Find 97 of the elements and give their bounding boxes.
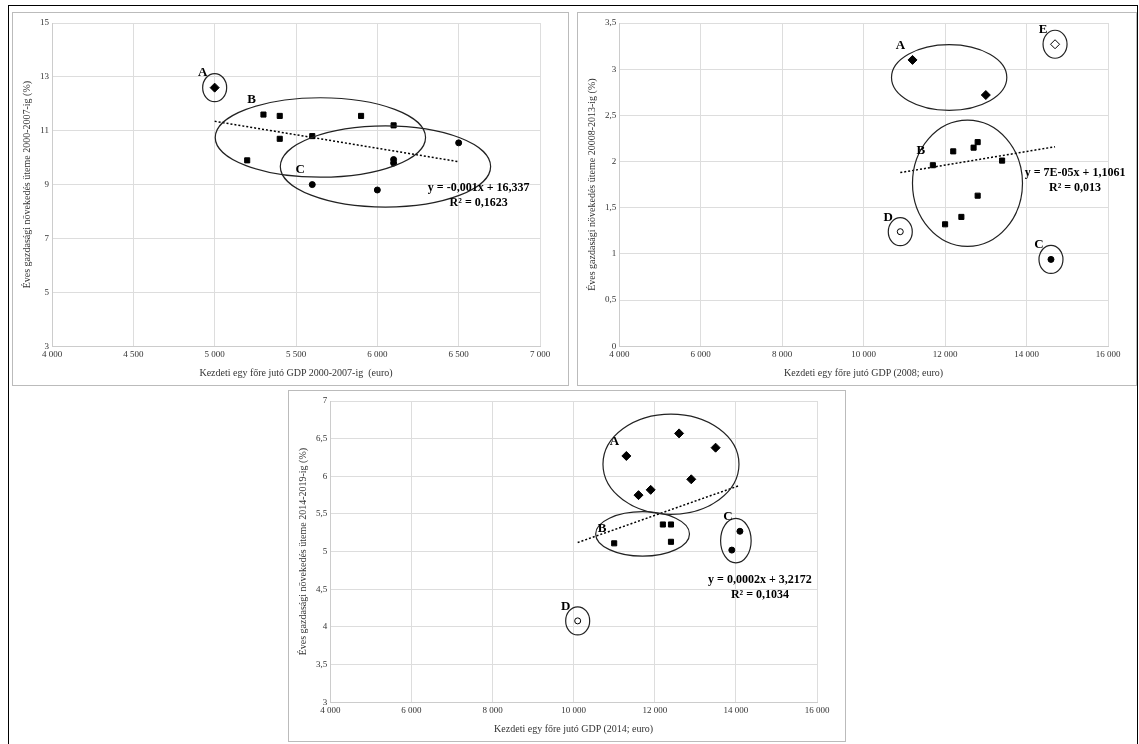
x-tick-label: 14 000	[1014, 348, 1040, 359]
x-tick-label: 16 000	[804, 704, 830, 715]
y-tick-label: 6	[322, 470, 328, 481]
x-tick-label: 8 000	[482, 704, 504, 715]
y-tick-label: 0	[611, 340, 617, 351]
series-label: B	[597, 520, 607, 536]
x-tick-label: 8 000	[772, 348, 793, 359]
x-tick-label: 16 000	[1095, 348, 1121, 359]
y-tick-label: 2	[611, 155, 617, 166]
y-tick-label: 6,5	[316, 433, 328, 444]
x-tick-label: 5 500	[285, 348, 307, 359]
series-label: A	[197, 64, 208, 80]
x-axis-title: Kezdeti egy főre jutó GDP (2008; euro)	[784, 366, 944, 379]
point	[611, 540, 618, 547]
point	[942, 221, 949, 228]
point	[980, 90, 991, 101]
y-tick-label: 3,5	[316, 658, 328, 669]
y-tick-label: 5	[322, 545, 328, 556]
x-tick-label: 4 500	[123, 348, 144, 359]
point	[260, 111, 267, 118]
x-tick-label: 7 000	[529, 348, 551, 359]
series-label: C	[1034, 236, 1044, 252]
x-tick-label: 6 000	[690, 348, 712, 359]
x-tick-label: 6 000	[401, 704, 422, 715]
point	[373, 186, 381, 194]
y-tick-label: 9	[44, 178, 50, 189]
annotation: R² = 0,1623	[449, 194, 508, 209]
point	[308, 181, 316, 189]
y-tick-label: 7	[322, 395, 328, 406]
point	[999, 157, 1006, 164]
x-tick-label: 10 000	[851, 348, 877, 359]
point	[358, 112, 365, 119]
series-label: A	[895, 36, 906, 52]
y-tick-label: 3	[322, 696, 328, 707]
x-axis-title: Kezdeti egy főre jutó GDP (2014; euro)	[494, 722, 654, 735]
y-tick-label: 7	[44, 232, 50, 243]
y-tick-label: 5	[44, 286, 50, 297]
series-label: D	[560, 597, 571, 613]
point	[674, 428, 685, 439]
point	[455, 139, 463, 147]
point	[907, 54, 918, 65]
point	[929, 162, 936, 169]
point	[728, 546, 736, 554]
x-tick-label: 5 000	[204, 348, 226, 359]
y-tick-label: 13	[40, 71, 50, 82]
x-tick-label: 6 000	[367, 348, 388, 359]
point	[667, 521, 675, 528]
x-tick-label: 4 000	[609, 348, 630, 359]
series-label: A	[609, 432, 620, 448]
x-tick-label: 12 000	[642, 704, 668, 715]
annotation: y = 0,0002x + 3,2172	[708, 572, 812, 587]
point	[645, 484, 656, 495]
y-tick-label: 5,5	[316, 508, 328, 519]
annotation: R² = 0,013	[1049, 179, 1102, 194]
point	[950, 148, 957, 155]
y-axis-title: Éves gazdasági növekedés üteme 20008-2013-ig (%)	[585, 78, 598, 291]
point	[276, 135, 283, 142]
y-tick-label: 3	[611, 63, 617, 74]
series-label: E	[1038, 21, 1048, 37]
point	[974, 139, 981, 146]
series-label: C	[723, 508, 733, 524]
x-tick-label: 10 000	[561, 704, 587, 715]
x-tick-label: 6 500	[448, 348, 470, 359]
point	[736, 527, 744, 535]
y-axis-title: Éves gazdasági növekedés üteme 2014-2019-ig (%)	[296, 447, 309, 656]
annotation: y = 7E-05x + 1,1061	[1024, 164, 1126, 179]
y-tick-label: 4,5	[316, 583, 328, 594]
point	[710, 442, 721, 453]
point	[276, 112, 283, 119]
series-label: D	[883, 208, 893, 224]
y-tick-label: 0,5	[605, 294, 617, 305]
point	[970, 144, 977, 151]
x-axis-title: Kezdeti egy főre jutó GDP 2000-2007-ig (euro)	[199, 366, 393, 379]
x-tick-label: 12 000	[932, 348, 958, 359]
point	[667, 538, 675, 545]
point	[621, 450, 632, 461]
x-tick-label: 14 000	[723, 704, 749, 715]
y-tick-label: 3	[44, 340, 50, 351]
x-tick-label: 4 000	[41, 348, 63, 359]
point	[244, 157, 251, 164]
y-tick-label: 11	[40, 125, 49, 136]
series-label: C	[295, 161, 305, 177]
y-tick-label: 1	[611, 248, 617, 259]
point	[686, 474, 697, 485]
y-tick-label: 15	[40, 17, 50, 28]
point	[633, 490, 644, 501]
y-tick-label: 3,5	[605, 17, 617, 28]
y-axis-title: Éves gazdasági növekedés üteme 2000-2007-ig (%)	[20, 80, 33, 289]
series-label: B	[247, 91, 257, 107]
point	[958, 213, 965, 220]
y-tick-label: 1,5	[605, 202, 617, 213]
y-tick-label: 2,5	[605, 109, 617, 120]
point	[974, 192, 981, 199]
annotation: R² = 0,1034	[730, 587, 789, 602]
y-tick-label: 4	[322, 621, 328, 632]
point	[659, 521, 666, 528]
x-tick-label: 4 000	[320, 704, 341, 715]
